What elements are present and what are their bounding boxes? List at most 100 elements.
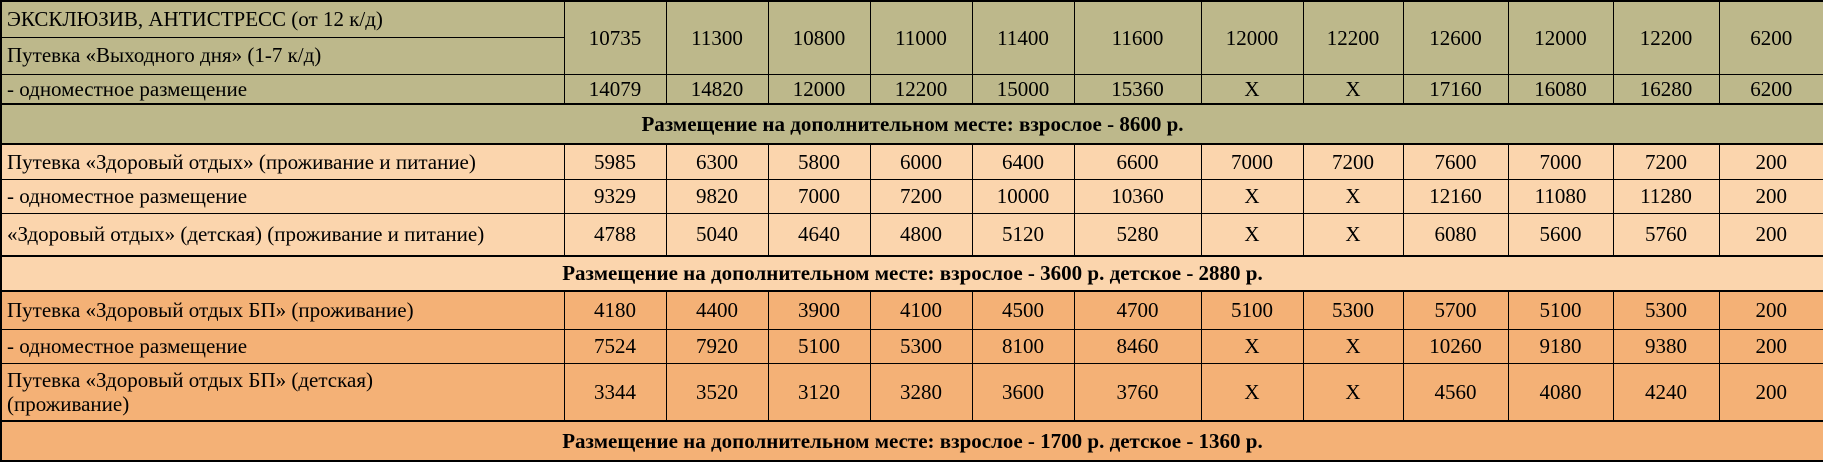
price-cell: Х [1200,73,1304,105]
row-label: Путевка «Здоровый отдых» (проживание и п… [0,143,565,180]
price-cell: 4180 [563,290,667,330]
price-cell: 5300 [1302,290,1404,330]
price-cell: 5120 [971,212,1075,257]
price-cell: 4240 [1612,362,1720,422]
price-cell: 6000 [869,143,973,180]
price-cell: 3344 [563,362,667,422]
table-row: - одноместное размещение 7524 7920 5100 5300… [0,328,1823,364]
price-cell: 200 [1718,178,1823,214]
price-cell: 3280 [869,362,973,422]
price-cell: 12200 [1302,0,1404,75]
price-cell: 10800 [767,0,871,75]
price-cell: 5280 [1073,212,1202,257]
price-cell: 5100 [767,328,871,364]
price-cell: 4400 [665,290,769,330]
price-cell: 16080 [1507,73,1614,105]
price-cell: 12600 [1402,0,1509,75]
price-cell: 15000 [971,73,1075,105]
price-cell: 6600 [1073,143,1202,180]
price-cell: 6080 [1402,212,1509,257]
price-cell: 5040 [665,212,769,257]
price-cell: 4500 [971,290,1075,330]
table-row: Путевка «Здоровый отдых БП» (детская) (п… [0,362,1823,422]
price-cell: Х [1302,73,1404,105]
band-row: Размещение на дополнительном месте: взро… [0,103,1823,145]
price-cell: 14820 [665,73,769,105]
price-cell: 200 [1718,362,1823,422]
price-cell: 5100 [1507,290,1614,330]
price-cell: Х [1200,328,1304,364]
price-cell: 12200 [1612,0,1720,75]
price-cell: 5985 [563,143,667,180]
price-cell: 5800 [767,143,871,180]
table-row: ЭКСКЛЮЗИВ, АНТИСТРЕСС (от 12 к/д) 10735 11… [0,0,1823,75]
band-note: Размещение на дополнительном месте: взро… [0,103,1823,145]
row-label: - одноместное размещение [0,328,565,364]
price-cell: 11280 [1612,178,1720,214]
price-cell: 12160 [1402,178,1509,214]
price-cell: 200 [1718,143,1823,180]
price-cell: 12200 [869,73,973,105]
price-cell: 7000 [767,178,871,214]
price-cell: 15360 [1073,73,1202,105]
price-cell: 7524 [563,328,667,364]
price-cell: 8100 [971,328,1075,364]
price-cell: 9380 [1612,328,1720,364]
price-cell: 5600 [1507,212,1614,257]
price-cell: 6400 [971,143,1075,180]
price-cell: 5300 [869,328,973,364]
price-cell: 3760 [1073,362,1202,422]
price-cell: 4080 [1507,362,1614,422]
price-cell: 7200 [1612,143,1720,180]
price-cell: 200 [1718,212,1823,257]
row-label: - одноместное размещение [0,178,565,214]
price-cell: 4640 [767,212,871,257]
price-cell: 4800 [869,212,973,257]
table-row: Путевка «Здоровый отдых» (проживание и п… [0,143,1823,180]
row-label: «Здоровый отдых» (детская) (проживание и… [0,212,565,257]
price-cell: Х [1302,328,1404,364]
price-cell: Х [1302,212,1404,257]
price-cell: 3120 [767,362,871,422]
price-cell: 6300 [665,143,769,180]
row-label: ЭКСКЛЮЗИВ, АНТИСТРЕСС (от 12 к/д) [0,0,565,38]
price-cell: 4788 [563,212,667,257]
price-cell: Х [1200,212,1304,257]
price-cell: 6200 [1718,73,1823,105]
row-label: Путевка «Здоровый отдых БП» (проживание) [0,290,565,330]
price-cell: 12000 [767,73,871,105]
price-cell: 6200 [1718,0,1823,75]
price-cell: 3520 [665,362,769,422]
table-row: - одноместное размещение 14079 14820 12000 1… [0,73,1823,105]
price-cell: 9180 [1507,328,1614,364]
price-cell: 9329 [563,178,667,214]
price-cell: 7200 [869,178,973,214]
price-cell: 7920 [665,328,769,364]
table-row: «Здоровый отдых» (детская) (проживание и… [0,212,1823,257]
price-cell: 9820 [665,178,769,214]
row-label: Путевка «Здоровый отдых БП» (детская) (п… [0,362,565,422]
price-cell: 5760 [1612,212,1720,257]
price-cell: 200 [1718,290,1823,330]
price-cell: 11600 [1073,0,1202,75]
band-row: Размещение на дополнительном месте: взро… [0,420,1823,462]
row-label: Путевка «Выходного дня» (1-7 к/д) [0,36,565,75]
price-cell: 7200 [1302,143,1404,180]
price-cell: 11400 [971,0,1075,75]
price-cell: 11080 [1507,178,1614,214]
price-cell: 10735 [563,0,667,75]
price-cell: 4700 [1073,290,1202,330]
table-row: Путевка «Здоровый отдых БП» (проживание)… [0,290,1823,330]
price-cell: 11300 [665,0,769,75]
price-cell: Х [1302,362,1404,422]
price-cell: 11000 [869,0,973,75]
table-row: - одноместное размещение 9329 9820 7000 7200… [0,178,1823,214]
price-cell: 3900 [767,290,871,330]
price-cell: 7600 [1402,143,1509,180]
band-note: Размещение на дополнительном месте: взро… [0,255,1823,292]
price-cell: Х [1302,178,1404,214]
price-cell: 200 [1718,328,1823,364]
price-cell: 12000 [1200,0,1304,75]
